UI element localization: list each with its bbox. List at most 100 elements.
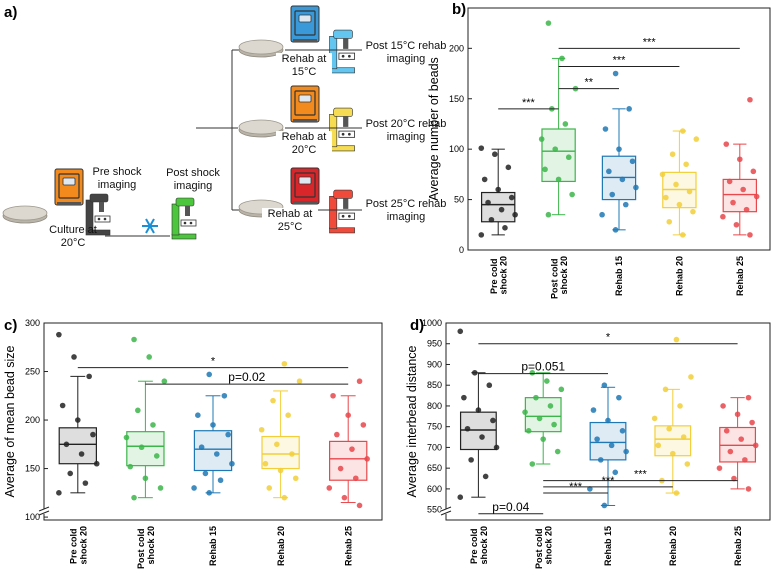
data-point [540, 436, 546, 442]
x-tick-label: Pre cold shock 20 [469, 526, 489, 565]
y-tick-label: 150 [449, 94, 464, 104]
data-point [352, 475, 359, 482]
data-point [157, 485, 164, 491]
diagram-text: Rehab at 15°C [276, 53, 332, 79]
data-point [733, 221, 740, 228]
data-point [135, 407, 141, 414]
x-tick-label: Post cold shock 20 [534, 526, 554, 569]
data-point [360, 422, 367, 428]
data-point [623, 448, 629, 455]
data-point [716, 465, 723, 471]
data-point [745, 486, 752, 492]
y-tick-label: 650 [427, 463, 442, 473]
data-point [679, 128, 686, 134]
significance-label: * [211, 356, 216, 368]
y-tick-label: 200 [449, 43, 464, 53]
plot-frame [467, 7, 771, 251]
data-point [464, 425, 471, 432]
significance-label: p=0.02 [228, 370, 265, 384]
diagram-text: Post shock imaging [166, 167, 220, 192]
data-point [478, 145, 485, 151]
data-point [131, 336, 137, 343]
incubator [290, 167, 320, 205]
data-point [225, 431, 231, 438]
data-point [679, 232, 686, 238]
x-tick-label: Post cold shock 20 [549, 256, 569, 299]
data-point [749, 419, 755, 426]
x-tick-label: Rehab 20 [668, 526, 678, 566]
y-axis-label: Average number of beads [427, 57, 441, 201]
panel-label: a) [4, 4, 18, 21]
data-point [622, 201, 629, 208]
data-point [752, 442, 759, 449]
data-point [498, 206, 505, 213]
data-point [673, 490, 680, 496]
data-point [602, 126, 609, 132]
microscope [171, 197, 197, 240]
significance-label: *** [569, 481, 583, 493]
data-point [666, 218, 673, 225]
data-point [292, 475, 299, 482]
snowflake-icon [142, 218, 158, 234]
data-point [538, 136, 545, 142]
data-point [56, 331, 62, 338]
microscope [328, 29, 356, 74]
data-point [161, 378, 168, 385]
data-point [693, 136, 700, 142]
data-point [195, 412, 201, 418]
y-tick-label: 250 [25, 367, 40, 377]
y-tick-label: 550 [427, 505, 442, 515]
data-point [684, 461, 691, 467]
box [329, 440, 368, 481]
data-point [86, 373, 92, 380]
data-point [594, 436, 600, 442]
box [193, 430, 233, 472]
box [126, 431, 165, 467]
data-point [213, 451, 220, 457]
data-point [138, 444, 145, 451]
y-tick-label: 100 [449, 144, 464, 154]
data-point [364, 456, 370, 462]
data-point [356, 378, 363, 385]
y-axis-label: Average of mean bead size [3, 345, 17, 497]
data-point [529, 461, 536, 467]
data-point [71, 354, 77, 360]
data-point [730, 199, 736, 206]
data-point [198, 444, 205, 451]
data-point [677, 403, 683, 409]
y-tick-label: 300 [25, 318, 40, 328]
incubator [290, 85, 320, 123]
data-point [492, 151, 498, 158]
data-point [690, 208, 696, 215]
significance-label: *** [643, 36, 657, 48]
data-point [270, 397, 276, 404]
x-tick-label: Rehab 25 [343, 526, 353, 566]
data-point [673, 336, 680, 343]
x-tick-label: Post cold shock 20 [136, 526, 156, 569]
data-point [551, 421, 557, 428]
data-point [289, 451, 295, 457]
y-tick-label: 750 [427, 422, 442, 432]
y-tick-label: 0 [459, 245, 464, 255]
data-point [461, 394, 467, 401]
diagram-text: Pre shock imaging [92, 166, 142, 191]
data-point [296, 378, 303, 385]
axis-break [440, 510, 452, 516]
data-point [471, 369, 478, 376]
x-tick-label: Pre cold shock 20 [68, 526, 88, 565]
data-point [547, 403, 554, 409]
data-point [56, 490, 62, 496]
data-point [569, 191, 575, 198]
data-point [731, 475, 737, 482]
data-point [281, 360, 288, 367]
data-point [734, 411, 741, 418]
data-point [59, 402, 66, 409]
data-point [542, 166, 548, 173]
data-point [747, 232, 753, 238]
data-point [522, 409, 528, 415]
data-point [544, 378, 550, 384]
data-point [78, 451, 85, 457]
data-point [662, 386, 669, 393]
data-point [274, 441, 280, 448]
